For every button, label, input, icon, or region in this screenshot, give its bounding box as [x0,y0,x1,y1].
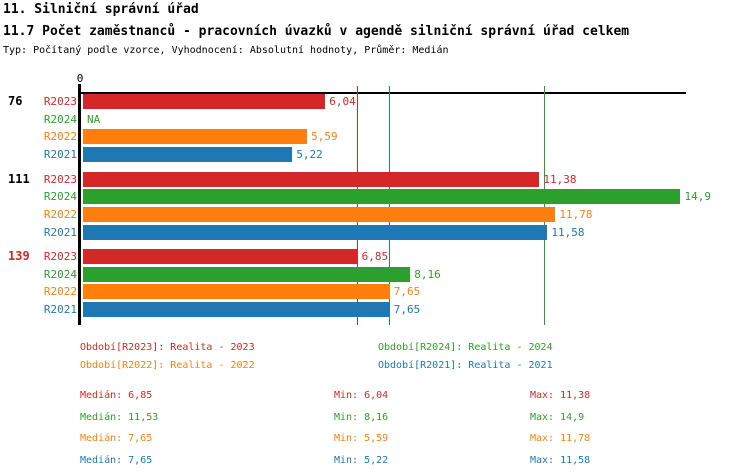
stat-max-r2021: Max: 11,58 [530,454,591,466]
series-row-label-r2022: R2022 [43,285,77,299]
stat-min-r2023: Min: 6,04 [334,390,389,401]
legend-item-r2021: Období[R2021]: Realita - 2021 [378,360,553,371]
bar-r2022 [83,129,308,145]
bar-value-label: 11,38 [543,172,577,186]
group-label: 139 [8,249,30,263]
stat-min-r2022: Min: 5,59 [334,433,389,444]
bar-value-label: 14,9 [684,190,711,204]
bar-value-label: 6,04 [329,95,356,108]
median-line-r2024 [544,86,546,325]
series-row-label-r2023: R2023 [43,250,77,263]
y-axis-line [78,84,81,325]
legend-item-r2024: Období[R2024]: Realita - 2024 [378,342,553,353]
series-row-label-r2021: R2021 [43,148,77,162]
bar-r2024 [83,266,411,282]
series-row-label-r2023: R2023 [43,172,77,186]
median-line-r2021 [388,86,390,325]
bar-r2023 [83,171,540,187]
bar-value-label: 5,22 [296,148,323,162]
series-row-label-r2022: R2022 [43,130,77,144]
page-subtitle: 11.7 Počet zaměstnanců - pracovních úvaz… [3,24,630,39]
bar-r2021 [83,224,548,240]
stat-median-r2021: Medián: 7,65 [80,454,153,466]
stat-median-r2023: Medián: 6,85 [80,390,153,401]
axis-zero-label: 0 [76,72,84,85]
group-label: 76 [8,94,23,108]
bar-value-label: 6,85 [361,250,389,263]
stat-min-r2024: Min: 8,16 [334,411,389,423]
series-row-label-r2023: R2023 [43,95,77,108]
stat-max-r2022: Max: 11,78 [530,433,591,444]
bar-r2021 [83,147,293,163]
bar-value-label: NA [87,112,101,126]
bar-r2022 [83,284,390,300]
x-axis-line [78,92,686,94]
bar-value-label: 7,65 [393,285,421,299]
meta-line: Typ: Počítaný podle vzorce, Vyhodnocení:… [3,45,449,56]
bar-r2023 [83,94,326,109]
median-line-r2023 [356,86,358,325]
legend-item-r2022: Období[R2022]: Realita - 2022 [80,360,255,371]
bar-r2024 [83,189,681,205]
series-row-label-r2024: R2024 [43,267,77,281]
page-title: 11. Silniční správní úřad [3,2,199,17]
series-row-label-r2021: R2021 [43,225,77,239]
legend-item-r2023: Období[R2023]: Realita - 2023 [80,342,255,353]
bar-value-label: 11,78 [559,207,593,221]
series-row-label-r2021: R2021 [43,303,77,317]
bar-value-label: 8,16 [414,267,441,281]
stat-max-r2024: Max: 14,9 [530,411,585,423]
series-row-label-r2022: R2022 [43,207,77,221]
bar-value-label: 5,59 [311,130,338,144]
bar-r2022 [83,206,556,222]
stat-min-r2021: Min: 5,22 [334,454,389,466]
stat-median-r2022: Medián: 7,65 [80,433,153,444]
group-label: 111 [8,171,30,186]
bar-value-label: 11,58 [551,225,585,239]
series-row-label-r2024: R2024 [43,190,77,204]
stat-median-r2024: Medián: 11,53 [80,411,159,423]
bar-r2021 [83,302,390,318]
stat-max-r2023: Max: 11,38 [530,390,591,401]
series-row-label-r2024: R2024 [43,112,77,126]
bar-value-label: 7,65 [393,303,421,317]
bar-r2023 [83,249,358,264]
